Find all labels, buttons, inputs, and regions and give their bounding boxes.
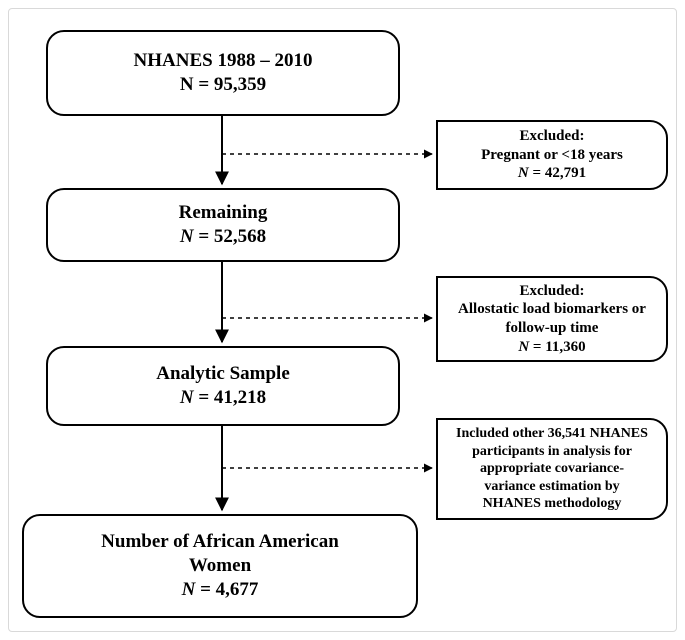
s2-label: Excluded: <box>519 282 584 301</box>
s3-l5: NHANES methodology <box>483 495 622 513</box>
box3-n: N = 41,218 <box>180 386 266 410</box>
box4-n: N = 4,677 <box>182 578 259 602</box>
s1-label: Excluded: <box>519 127 584 146</box>
flow-box-aa-women: Number of African American Women N = 4,6… <box>22 514 418 618</box>
box4-title-1: Number of African American <box>101 530 339 554</box>
flow-box-remaining: Remaining N = 52,568 <box>46 188 400 262</box>
box2-title: Remaining <box>179 201 268 225</box>
s3-l1: Included other 36,541 NHANES <box>456 425 648 443</box>
inclusion-note-box: Included other 36,541 NHANES participant… <box>436 418 668 520</box>
s3-l2: participants in analysis for <box>472 443 632 461</box>
s1-line2: Pregnant or <18 years <box>481 146 623 165</box>
box4-title-2: Women <box>189 554 251 578</box>
s2-line3: follow-up time <box>506 319 599 338</box>
exclusion-box-1: Excluded: Pregnant or <18 years N = 42,7… <box>436 120 668 190</box>
s3-l3: appropriate covariance- <box>480 460 624 478</box>
s1-n: N = 42,791 <box>518 164 586 183</box>
s3-l4: variance estimation by <box>484 478 619 496</box>
s2-n: N = 11,360 <box>518 338 585 357</box>
flow-box-nhanes-total: NHANES 1988 – 2010 N = 95,359 <box>46 30 400 116</box>
box2-n: N = 52,568 <box>180 225 266 249</box>
box1-n: N = 95,359 <box>180 73 266 97</box>
box3-title: Analytic Sample <box>156 362 290 386</box>
box1-title: NHANES 1988 – 2010 <box>134 49 313 73</box>
s2-line2: Allostatic load biomarkers or <box>458 300 646 319</box>
flow-box-analytic-sample: Analytic Sample N = 41,218 <box>46 346 400 426</box>
exclusion-box-2: Excluded: Allostatic load biomarkers or … <box>436 276 668 362</box>
